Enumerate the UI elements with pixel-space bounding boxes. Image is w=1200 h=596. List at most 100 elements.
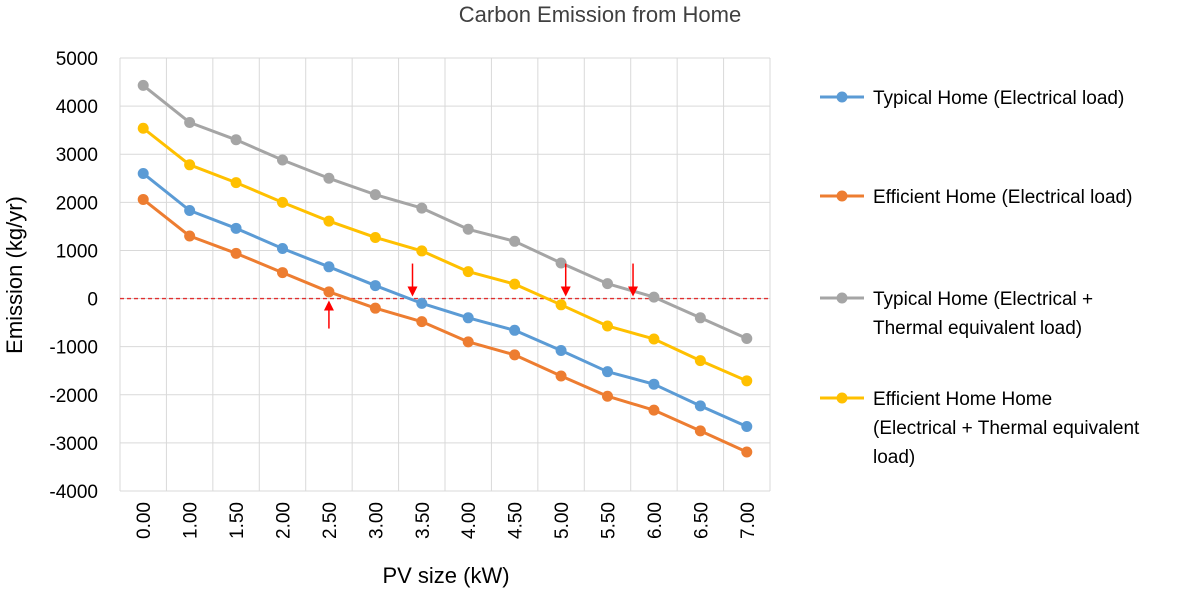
data-point: [277, 267, 288, 279]
data-point: [184, 205, 196, 217]
legend-label: load): [873, 447, 915, 468]
data-point: [694, 312, 706, 324]
data-point: [509, 349, 521, 361]
legend-item-3: Typical Home (Electrical + Thermal equiva…: [820, 289, 1093, 339]
series-line: [142, 172, 748, 428]
data-point: [230, 247, 242, 259]
arrow-down: [407, 263, 418, 297]
data-point: [369, 231, 381, 243]
x-tick-label: 2.50: [320, 502, 341, 539]
x-tick-label: 4.00: [459, 502, 480, 539]
data-point: [602, 366, 613, 378]
data-point: [509, 235, 521, 247]
y-tick-label: 3000: [56, 145, 98, 166]
arrow-up: [323, 300, 334, 329]
x-axis-title: PV size (kW): [382, 563, 509, 588]
data-point: [137, 122, 149, 134]
data-point: [137, 167, 149, 179]
data-point: [277, 196, 288, 208]
data-point: [555, 370, 567, 382]
series-line: [142, 127, 748, 383]
arrow-head: [628, 286, 639, 297]
data-point: [602, 320, 613, 332]
series-2: [137, 193, 753, 458]
x-tick-label: 6.50: [691, 502, 712, 539]
y-tick-label: 5000: [56, 49, 98, 70]
x-tick-label: 4.50: [506, 502, 527, 539]
data-point: [648, 291, 660, 303]
arrow-down: [560, 263, 571, 297]
y-tick-label: 4000: [56, 97, 98, 118]
data-point: [323, 261, 335, 273]
data-point: [648, 333, 660, 345]
data-point: [184, 116, 196, 128]
x-tick-label: 2.00: [274, 502, 295, 539]
y-tick-label: -3000: [49, 434, 98, 455]
data-point: [277, 154, 288, 166]
y-tick-label: 2000: [56, 193, 98, 214]
data-point: [509, 324, 521, 336]
legend-item-1: Typical Home (Electrical load): [820, 88, 1124, 109]
series-4: [137, 122, 753, 387]
data-point: [741, 421, 753, 433]
y-tick-label: 1000: [56, 241, 98, 262]
series-line: [142, 84, 748, 340]
data-point: [230, 134, 242, 146]
x-tick-label: 3.00: [366, 502, 387, 539]
y-tick-label: -2000: [49, 386, 98, 407]
grid: [119, 57, 771, 492]
data-point: [509, 278, 521, 290]
arrow-head: [560, 286, 571, 297]
arrow-head: [323, 300, 334, 311]
legend-label: (Electrical + Thermal equivalent: [873, 418, 1140, 439]
data-point: [137, 193, 149, 205]
legend-swatch-marker: [836, 292, 848, 304]
arrow-down: [628, 263, 639, 297]
data-point: [369, 280, 381, 292]
data-point: [602, 390, 613, 402]
data-point: [369, 189, 381, 201]
data-point: [416, 316, 428, 328]
data-point: [277, 243, 288, 255]
data-point: [602, 278, 613, 290]
data-point: [323, 286, 335, 298]
data-point: [230, 222, 242, 234]
y-tick-label: -1000: [49, 338, 98, 359]
data-point: [694, 425, 706, 437]
x-tick-label: 1.50: [227, 502, 248, 539]
x-tick-label: 7.00: [738, 502, 759, 539]
x-tick-labels: 0.00 1.00 1.50 2.00 2.50 3.00 3.50 4.00 4.50 5.00…: [134, 502, 759, 539]
data-point: [184, 230, 196, 242]
legend-label: Efficient Home Home: [873, 389, 1052, 410]
data-point: [648, 404, 660, 416]
x-tick-label: 5.50: [599, 502, 620, 539]
legend-label: Typical Home (Electrical +: [873, 289, 1093, 310]
data-point: [462, 223, 474, 235]
data-point: [555, 345, 567, 357]
chart-title: Carbon Emission from Home: [459, 2, 741, 27]
data-point: [741, 375, 753, 387]
legend-swatch-marker: [836, 91, 848, 103]
data-point: [555, 257, 567, 269]
legend-swatch-marker: [836, 392, 848, 404]
x-tick-label: 0.00: [134, 502, 155, 539]
x-tick-label: 1.00: [181, 502, 202, 539]
legend: Typical Home (Electrical load) Efficient …: [820, 88, 1140, 468]
data-point: [462, 312, 474, 324]
data-point: [648, 378, 660, 390]
x-tick-label: 3.50: [413, 502, 434, 539]
arrow-head: [407, 286, 418, 297]
legend-item-4: Efficient Home Home (Electrical + Thermal…: [820, 389, 1140, 468]
data-point: [741, 446, 753, 458]
series-group: [137, 79, 753, 458]
data-point: [555, 299, 567, 311]
data-point: [369, 302, 381, 314]
legend-item-2: Efficient Home (Electrical load): [820, 187, 1132, 208]
data-point: [741, 332, 753, 344]
series-3: [137, 79, 753, 344]
y-tick-label: -4000: [49, 482, 98, 503]
data-point: [462, 266, 474, 278]
data-point: [416, 245, 428, 257]
series-line: [142, 198, 748, 454]
